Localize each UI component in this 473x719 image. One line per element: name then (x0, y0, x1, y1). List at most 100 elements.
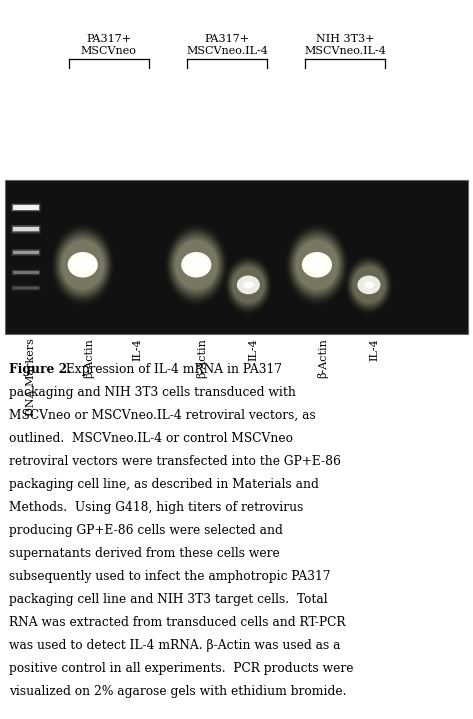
Ellipse shape (231, 265, 265, 304)
Ellipse shape (232, 267, 264, 303)
Ellipse shape (291, 232, 343, 297)
FancyBboxPatch shape (11, 203, 41, 212)
Ellipse shape (166, 226, 227, 303)
Ellipse shape (173, 237, 219, 293)
Ellipse shape (294, 237, 340, 293)
Text: IL-4: IL-4 (369, 338, 379, 361)
FancyBboxPatch shape (12, 226, 40, 232)
Ellipse shape (53, 226, 113, 303)
Ellipse shape (164, 223, 228, 306)
Ellipse shape (286, 224, 348, 305)
Text: outlined.  MSCVneo.IL-4 or control MSCVneo: outlined. MSCVneo.IL-4 or control MSCVne… (9, 432, 293, 445)
FancyBboxPatch shape (11, 226, 40, 233)
Text: packaging cell line, as described in Materials and: packaging cell line, as described in Mat… (9, 478, 319, 491)
FancyBboxPatch shape (13, 227, 39, 232)
FancyBboxPatch shape (12, 271, 40, 274)
Ellipse shape (225, 255, 272, 314)
Ellipse shape (290, 231, 344, 299)
FancyBboxPatch shape (12, 226, 40, 232)
Text: RNA was extracted from transduced cells and RT-PCR: RNA was extracted from transduced cells … (9, 616, 346, 629)
Ellipse shape (231, 265, 266, 306)
FancyBboxPatch shape (12, 205, 40, 210)
Ellipse shape (61, 239, 105, 291)
Text: MSCVneo or MSCVneo.IL-4 retroviral vectors, as: MSCVneo or MSCVneo.IL-4 retroviral vecto… (9, 409, 316, 422)
Text: PA317+
MSCVneo.IL-4: PA317+ MSCVneo.IL-4 (186, 35, 268, 56)
Ellipse shape (289, 229, 345, 301)
Ellipse shape (76, 260, 90, 270)
Ellipse shape (181, 252, 211, 278)
Ellipse shape (285, 223, 349, 306)
FancyBboxPatch shape (11, 249, 41, 256)
FancyBboxPatch shape (12, 250, 40, 255)
FancyBboxPatch shape (12, 285, 40, 290)
Ellipse shape (346, 257, 392, 313)
Ellipse shape (347, 259, 391, 311)
Ellipse shape (56, 231, 110, 299)
FancyBboxPatch shape (11, 203, 40, 211)
Ellipse shape (68, 252, 98, 278)
Text: NIH 3T3+
MSCVneo.IL-4: NIH 3T3+ MSCVneo.IL-4 (304, 35, 386, 56)
Ellipse shape (347, 257, 391, 312)
FancyBboxPatch shape (12, 204, 40, 211)
Ellipse shape (53, 228, 112, 302)
Ellipse shape (59, 235, 107, 294)
Ellipse shape (287, 226, 347, 303)
Text: positive control in all experiments.  PCR products were: positive control in all experiments. PCR… (9, 662, 354, 675)
Ellipse shape (293, 235, 341, 294)
Text: was used to detect IL-4 mRNA. β-Actin was used as a: was used to detect IL-4 mRNA. β-Actin wa… (9, 639, 341, 652)
Ellipse shape (243, 281, 254, 288)
FancyBboxPatch shape (11, 249, 40, 255)
Ellipse shape (169, 231, 223, 299)
Text: Expression of IL-4 mRNA in PA317: Expression of IL-4 mRNA in PA317 (62, 363, 282, 376)
Ellipse shape (51, 223, 115, 306)
Ellipse shape (170, 232, 222, 297)
FancyBboxPatch shape (13, 271, 39, 274)
Ellipse shape (349, 261, 389, 308)
Ellipse shape (54, 229, 111, 301)
Ellipse shape (227, 259, 270, 311)
Text: packaging and NIH 3T3 cells transduced with: packaging and NIH 3T3 cells transduced w… (9, 386, 297, 399)
FancyBboxPatch shape (11, 285, 41, 291)
Ellipse shape (228, 261, 268, 308)
FancyBboxPatch shape (5, 180, 468, 334)
FancyBboxPatch shape (13, 251, 39, 254)
Text: IL-4: IL-4 (248, 338, 258, 361)
Ellipse shape (364, 281, 374, 288)
Ellipse shape (230, 263, 267, 306)
FancyBboxPatch shape (12, 270, 40, 275)
Text: producing GP+E-86 cells were selected and: producing GP+E-86 cells were selected an… (9, 524, 283, 537)
FancyBboxPatch shape (12, 286, 40, 290)
Text: retroviral vectors were transfected into the GP+E-86: retroviral vectors were transfected into… (9, 455, 342, 468)
Ellipse shape (52, 224, 114, 305)
FancyBboxPatch shape (11, 225, 41, 234)
Ellipse shape (350, 262, 388, 308)
Ellipse shape (292, 234, 342, 296)
Ellipse shape (58, 234, 108, 296)
Ellipse shape (358, 275, 380, 294)
Ellipse shape (296, 240, 338, 290)
Ellipse shape (57, 232, 109, 297)
FancyBboxPatch shape (13, 206, 39, 210)
Ellipse shape (229, 262, 268, 308)
Text: IL-4: IL-4 (132, 338, 142, 361)
FancyBboxPatch shape (12, 249, 40, 255)
Ellipse shape (353, 267, 385, 303)
Ellipse shape (225, 257, 272, 313)
Text: β-Actin: β-Actin (83, 338, 94, 377)
Ellipse shape (345, 255, 393, 314)
Ellipse shape (302, 252, 332, 278)
FancyBboxPatch shape (11, 270, 40, 275)
Ellipse shape (288, 228, 346, 302)
Ellipse shape (60, 237, 106, 293)
Ellipse shape (189, 260, 203, 270)
Ellipse shape (348, 260, 390, 310)
Ellipse shape (226, 257, 271, 312)
Ellipse shape (228, 260, 269, 310)
Ellipse shape (295, 239, 339, 291)
FancyBboxPatch shape (11, 269, 41, 276)
Ellipse shape (167, 228, 226, 302)
Ellipse shape (237, 275, 260, 294)
Text: β-Actin: β-Actin (317, 338, 328, 377)
Ellipse shape (350, 263, 387, 306)
Text: packaging cell line and NIH 3T3 target cells.  Total: packaging cell line and NIH 3T3 target c… (9, 593, 328, 606)
